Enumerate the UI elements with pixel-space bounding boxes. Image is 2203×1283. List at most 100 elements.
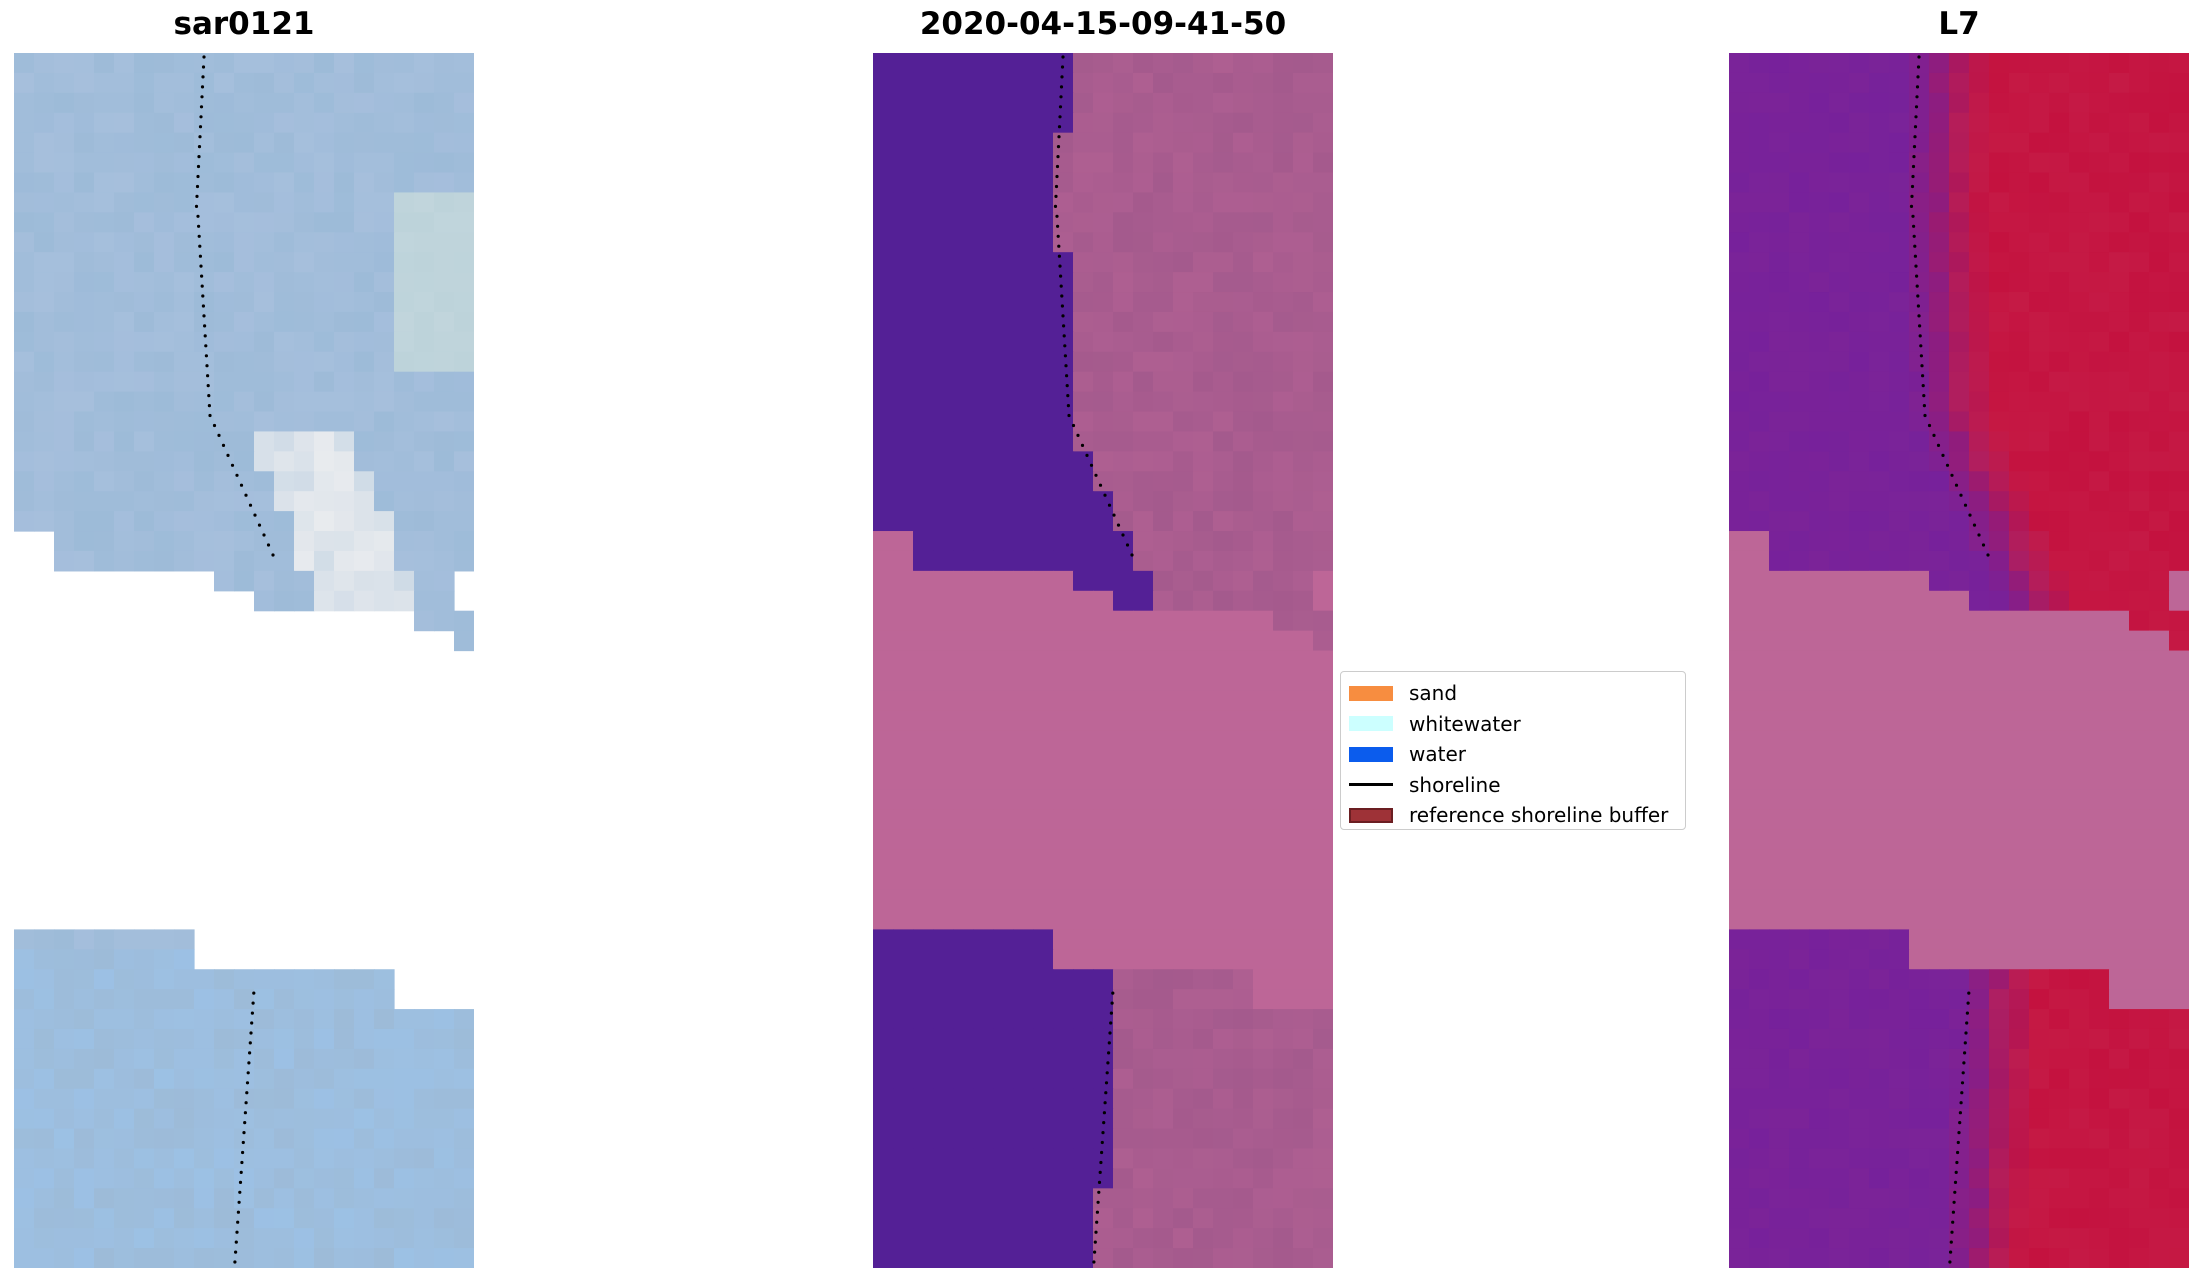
pixel [434, 570, 455, 592]
pixel [1153, 511, 1174, 532]
shoreline-point [1966, 1001, 1970, 1005]
pixel [1093, 232, 1114, 253]
pixel [434, 1009, 455, 1030]
pixel [873, 92, 894, 114]
pixel [1153, 849, 1174, 871]
pixel [94, 1009, 115, 1030]
pixel [214, 92, 235, 114]
pixel [1233, 451, 1254, 472]
pixel [993, 311, 1014, 333]
shoreline-point [196, 174, 200, 179]
pixel [2149, 710, 2170, 731]
pixel [1033, 690, 1054, 711]
pixel [2009, 1048, 2030, 1070]
pixel [953, 710, 974, 731]
pixel [933, 590, 954, 612]
pixel [1729, 610, 1750, 632]
pixel [1073, 531, 1094, 552]
pixel [434, 431, 455, 452]
pixel [953, 112, 974, 134]
pixel [94, 391, 115, 413]
pixel [1829, 570, 1850, 592]
pixel [1749, 809, 1770, 831]
pixel [1213, 989, 1234, 1010]
pixel [893, 789, 914, 811]
pixel [2069, 292, 2090, 313]
pixel [1133, 1068, 1154, 1090]
shoreline-point [1920, 364, 1924, 368]
pixel [434, 511, 455, 532]
pixel [1293, 550, 1314, 572]
pixel [993, 750, 1014, 771]
pixel [334, 1009, 355, 1030]
pixel [873, 172, 894, 194]
pixel [933, 809, 954, 831]
pixel [1769, 431, 1790, 452]
pixel [953, 252, 974, 273]
pixel [1769, 829, 1790, 851]
pixel [913, 92, 934, 114]
pixel [1829, 750, 1850, 771]
pixel [1193, 570, 1214, 592]
pixel [1809, 909, 1830, 930]
pixel [1929, 789, 1950, 811]
pixel [1849, 770, 1870, 791]
pixel [1033, 491, 1054, 512]
shoreline-point [1095, 1210, 1099, 1214]
pixel [1053, 112, 1074, 134]
pixel [334, 550, 355, 572]
pixel [893, 650, 914, 672]
pixel [374, 172, 395, 194]
pixel [1313, 53, 1333, 74]
pixel [2069, 1128, 2090, 1150]
pixel [2169, 491, 2189, 512]
pixel [913, 1148, 934, 1170]
pixel [1133, 989, 1154, 1010]
pixel [1293, 650, 1314, 672]
pixel [1013, 292, 1034, 313]
shoreline-point [197, 145, 202, 149]
shoreline-point [241, 1150, 245, 1155]
pixel [1193, 1228, 1214, 1249]
shoreline-point [1953, 1190, 1957, 1194]
pixel [54, 172, 75, 194]
pixel [14, 92, 35, 114]
pixel [953, 411, 974, 433]
pixel [1113, 272, 1134, 293]
pixel [154, 1168, 175, 1189]
pixel [314, 471, 335, 492]
shoreline-point [1071, 423, 1076, 428]
pixel [14, 53, 35, 74]
pixel [1809, 1168, 1830, 1189]
pixel [1133, 1028, 1154, 1050]
pixel [1749, 391, 1770, 413]
pixel [434, 1108, 455, 1130]
pixel [2109, 570, 2130, 592]
pixel [54, 491, 75, 512]
pixel [933, 172, 954, 194]
pixel [54, 311, 75, 333]
pixel [1073, 491, 1094, 512]
pixel [893, 1068, 914, 1090]
pixel [1749, 252, 1770, 273]
pixel [2069, 1228, 2090, 1249]
pixel [394, 272, 415, 293]
pixel [54, 1208, 75, 1229]
pixel [54, 929, 75, 950]
pixel [74, 471, 95, 492]
pixel [953, 909, 974, 930]
pixel [1293, 351, 1314, 373]
pixel [1929, 1248, 1950, 1268]
pixel [354, 172, 375, 194]
pixel [1033, 829, 1054, 851]
pixel [2069, 391, 2090, 413]
pixel [214, 1108, 235, 1130]
pixel [1949, 989, 1970, 1010]
pixel [873, 1208, 894, 1229]
pixel [1253, 590, 1274, 612]
pixel [933, 650, 954, 672]
pixel [1233, 112, 1254, 134]
pixel [1173, 550, 1194, 572]
pixel [1073, 969, 1094, 990]
pixel [314, 550, 335, 572]
